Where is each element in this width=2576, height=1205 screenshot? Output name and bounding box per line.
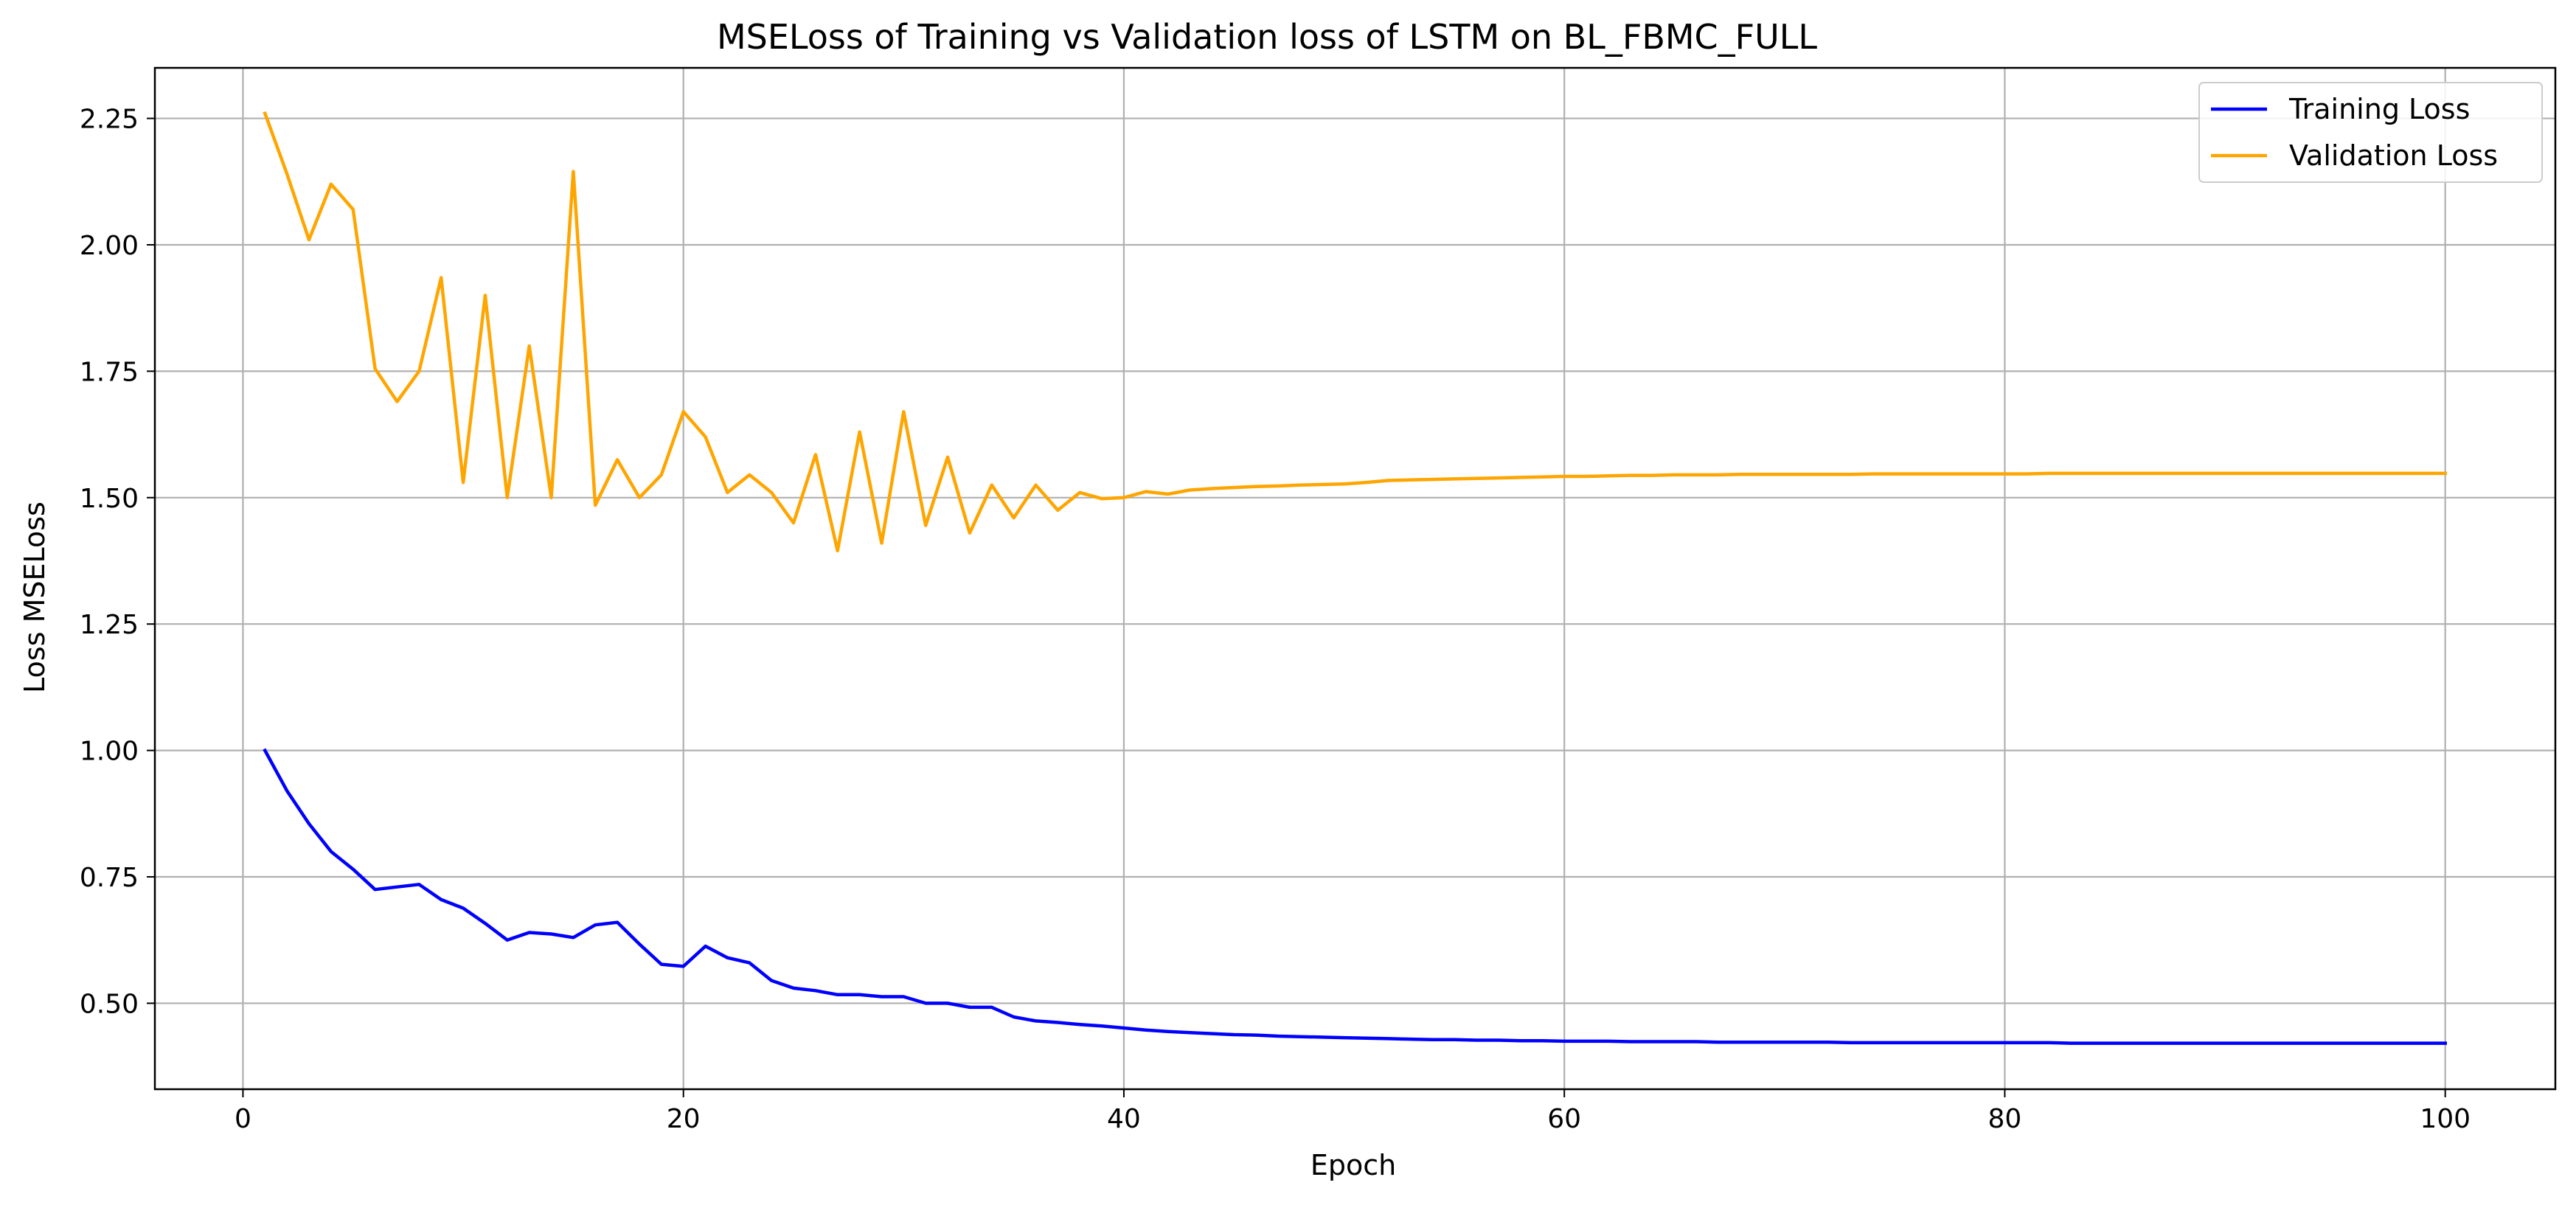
- x-tick-label: 100: [2420, 1104, 2471, 1134]
- y-axis-label: Loss MSELoss: [18, 501, 51, 693]
- legend-label: Validation Loss: [2289, 139, 2498, 172]
- y-tick-label: 1.00: [80, 737, 139, 767]
- grid: [155, 68, 2555, 1089]
- legend-label: Training Loss: [2288, 93, 2470, 125]
- plot-frame: [153, 66, 2557, 1091]
- x-tick-label: 20: [667, 1104, 701, 1134]
- x-axis-label: Epoch: [1310, 1149, 1396, 1181]
- y-tick-label: 2.00: [80, 231, 139, 261]
- chart-title: MSELoss of Training vs Validation loss o…: [717, 17, 1817, 57]
- x-tick-label: 80: [1988, 1104, 2022, 1134]
- y-tick-label: 0.75: [80, 863, 139, 893]
- y-tick-label: 1.50: [80, 484, 139, 514]
- x-tick-label: 40: [1107, 1104, 1141, 1134]
- y-tick-label: 1.25: [80, 610, 139, 640]
- y-tick-label: 1.75: [80, 357, 139, 387]
- legend: Training Loss Validation Loss: [2198, 82, 2543, 183]
- y-tick-label: 2.25: [80, 105, 139, 135]
- series-line-1: [263, 111, 2447, 553]
- legend-box: [2198, 82, 2543, 183]
- series-line-0: [263, 748, 2447, 1045]
- x-tick-label: 0: [235, 1104, 251, 1134]
- series-layer: [263, 111, 2447, 1045]
- x-tick-label: 60: [1547, 1104, 1581, 1134]
- y-tick-label: 0.50: [80, 989, 139, 1019]
- ticks: 0 20 40 60 80 100 0.50 0.75 1.00 1.25 1.50 1.75 2.00…: [80, 105, 2471, 1134]
